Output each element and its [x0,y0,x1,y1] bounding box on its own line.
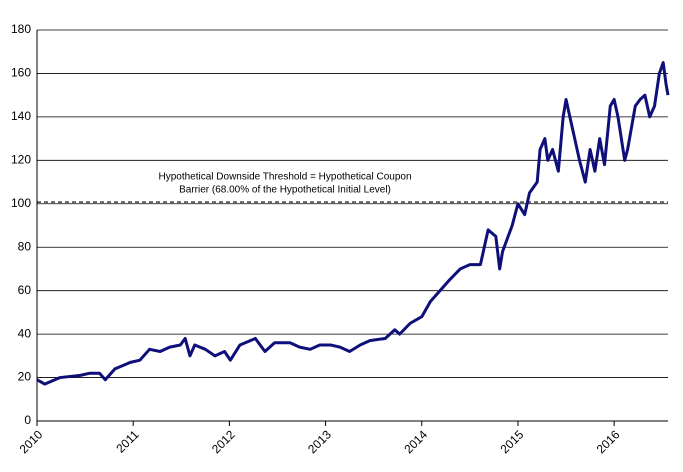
x-tick-label: 2010 [17,427,46,456]
x-tick-label: 2012 [209,427,238,456]
x-tick-label: 2015 [498,427,527,456]
y-tick-label: 140 [11,109,31,123]
y-tick-label: 160 [11,66,31,80]
line-series [36,61,670,386]
x-tick-label: 2016 [594,427,623,456]
y-tick-label: 80 [18,239,32,253]
annotation: Barrier (68.00% of the Hypothetical Init… [179,185,391,196]
x-tick-label: 2013 [305,427,334,456]
x-tick-label: 2011 [113,427,141,455]
y-tick-label: 180 [11,22,31,36]
y-tick-label: 100 [11,196,31,210]
annotation: Hypothetical Downside Threshold = Hypoth… [158,172,411,183]
y-tick-label: 60 [18,283,32,297]
x-tick-label: 2014 [401,427,430,456]
y-tick-label: 20 [18,370,32,384]
y-tick-label: 120 [11,153,31,167]
y-tick-label: 0 [24,413,31,427]
y-tick-label: 40 [18,326,32,340]
